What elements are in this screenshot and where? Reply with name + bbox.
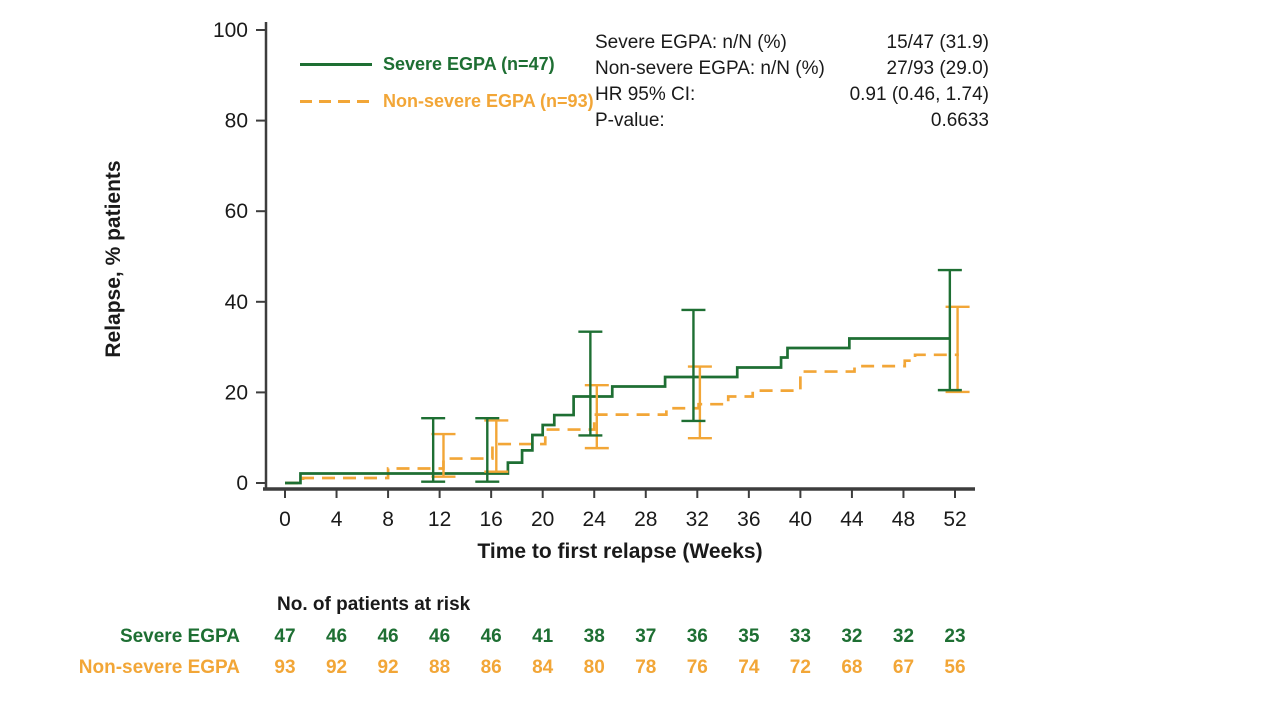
risk-value: 92: [325, 657, 348, 678]
stats-label: HR 95% CI:: [595, 84, 696, 105]
risk-value: 23: [944, 626, 966, 647]
x-axis-title: Time to first relapse (Weeks): [477, 540, 763, 563]
x-tick-label: 40: [789, 508, 812, 531]
risk-value: 78: [635, 657, 657, 678]
stats-row-hr: HR 95% CI: 0.91 (0.46, 1.74): [595, 82, 989, 108]
risk-value: 72: [789, 657, 811, 678]
risk-value: 67: [892, 657, 915, 678]
legend-label-severe: Severe EGPA (n=47): [383, 54, 555, 74]
legend-line-severe: [300, 63, 372, 66]
risk-value: 76: [686, 657, 708, 678]
risk-value: 46: [325, 626, 348, 647]
stats-label: P-value:: [595, 110, 665, 131]
x-tick-label: 52: [943, 508, 966, 531]
legend-item-nonsevere: Non-severe EGPA (n=93): [300, 83, 594, 120]
stats-value: 0.6633: [930, 110, 989, 131]
x-tick-label: 24: [583, 508, 607, 531]
risk-value: 36: [686, 626, 708, 647]
legend-label-nonsevere: Non-severe EGPA (n=93): [383, 91, 594, 111]
stats-value: 27/93 (29.0): [886, 58, 989, 79]
stats-label: Severe EGPA: n/N (%): [595, 32, 787, 53]
risk-row-label-severe: Severe EGPA: [119, 626, 240, 647]
risk-value: 80: [583, 657, 605, 678]
y-tick-label: 40: [225, 291, 248, 314]
stats-label: Non-severe EGPA: n/N (%): [595, 58, 825, 79]
risk-table-title: No. of patients at risk: [277, 594, 471, 615]
x-tick-label: 4: [331, 508, 343, 531]
curve-nonsevere: [285, 353, 959, 485]
risk-value: 41: [532, 626, 554, 647]
stats-panel: Severe EGPA: n/N (%) 15/47 (31.9) Non-se…: [595, 30, 989, 134]
risk-value: 47: [274, 626, 296, 647]
stats-row-severe: Severe EGPA: n/N (%) 15/47 (31.9): [595, 30, 989, 56]
risk-row-label-nonsevere: Non-severe EGPA: [78, 657, 240, 678]
risk-value: 88: [429, 657, 451, 678]
stats-value: 0.91 (0.46, 1.74): [849, 84, 989, 105]
risk-value: 35: [738, 626, 760, 647]
risk-value: 38: [583, 626, 605, 647]
y-tick-label: 80: [225, 110, 248, 133]
y-tick-label: 0: [236, 472, 248, 495]
x-tick-label: 12: [428, 508, 451, 531]
x-tick-label: 28: [634, 508, 657, 531]
risk-value: 46: [377, 626, 399, 647]
stats-value: 15/47 (31.9): [886, 32, 989, 53]
x-tick-label: 16: [479, 508, 502, 531]
risk-value: 68: [841, 657, 863, 678]
stats-row-pvalue: P-value: 0.6633: [595, 108, 989, 134]
risk-value: 84: [532, 657, 554, 678]
risk-value: 32: [841, 626, 863, 647]
x-tick-label: 36: [737, 508, 760, 531]
y-tick-label: 100: [213, 19, 248, 42]
x-tick-label: 8: [382, 508, 394, 531]
risk-value: 56: [944, 657, 966, 678]
risk-value: 46: [480, 626, 502, 647]
legend-line-nonsevere: [300, 100, 372, 103]
risk-value: 32: [892, 626, 915, 647]
risk-value: 92: [377, 657, 399, 678]
risk-value: 93: [274, 657, 296, 678]
risk-value: 33: [789, 626, 811, 647]
legend: Severe EGPA (n=47) Non-severe EGPA (n=93…: [300, 46, 594, 120]
risk-value: 46: [429, 626, 451, 647]
curve-severe: [285, 337, 950, 485]
y-tick-label: 20: [225, 381, 248, 404]
legend-item-severe: Severe EGPA (n=47): [300, 46, 594, 83]
y-axis-title: Relapse, % patients: [102, 160, 125, 358]
x-tick-label: 0: [279, 508, 291, 531]
stats-row-nonsevere: Non-severe EGPA: n/N (%) 27/93 (29.0): [595, 56, 989, 82]
x-tick-label: 20: [531, 508, 554, 531]
x-tick-label: 48: [892, 508, 915, 531]
x-tick-label: 32: [686, 508, 709, 531]
risk-value: 74: [738, 657, 760, 678]
y-tick-label: 60: [225, 200, 248, 223]
risk-value: 37: [635, 626, 657, 647]
x-tick-label: 44: [840, 508, 864, 531]
risk-value: 86: [480, 657, 502, 678]
